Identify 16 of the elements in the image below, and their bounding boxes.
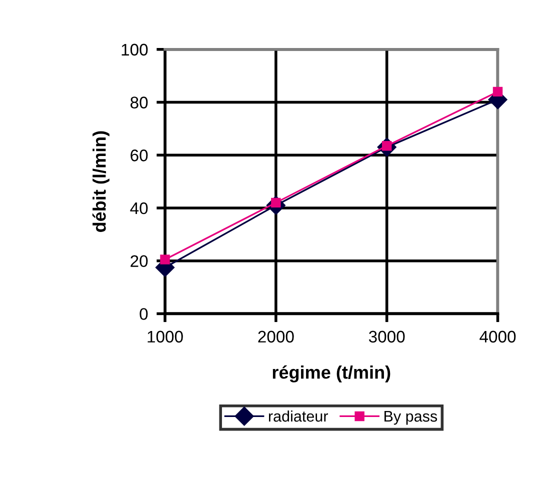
point	[492, 86, 503, 97]
x-tick-label: 3000	[368, 330, 405, 343]
x-tick-label: 4000	[480, 330, 516, 343]
x-tick-label: 2000	[258, 330, 294, 343]
y-tick-label: 80	[130, 96, 148, 108]
y-tick-label: 20	[130, 255, 148, 268]
y-tick-label: 40	[130, 202, 148, 214]
y-axis-title: débit (l/min)	[92, 131, 110, 232]
y-tick-label: 100	[122, 44, 148, 56]
legend-label: By pass	[384, 411, 438, 425]
y-tick-label: 0	[140, 308, 148, 320]
legend-label: radiateur	[268, 410, 328, 422]
x-axis-title: régime (t/min)	[272, 365, 390, 382]
y-tick-label: 60	[130, 150, 148, 162]
point	[160, 254, 170, 264]
x-tick-label: 1000	[148, 330, 183, 343]
